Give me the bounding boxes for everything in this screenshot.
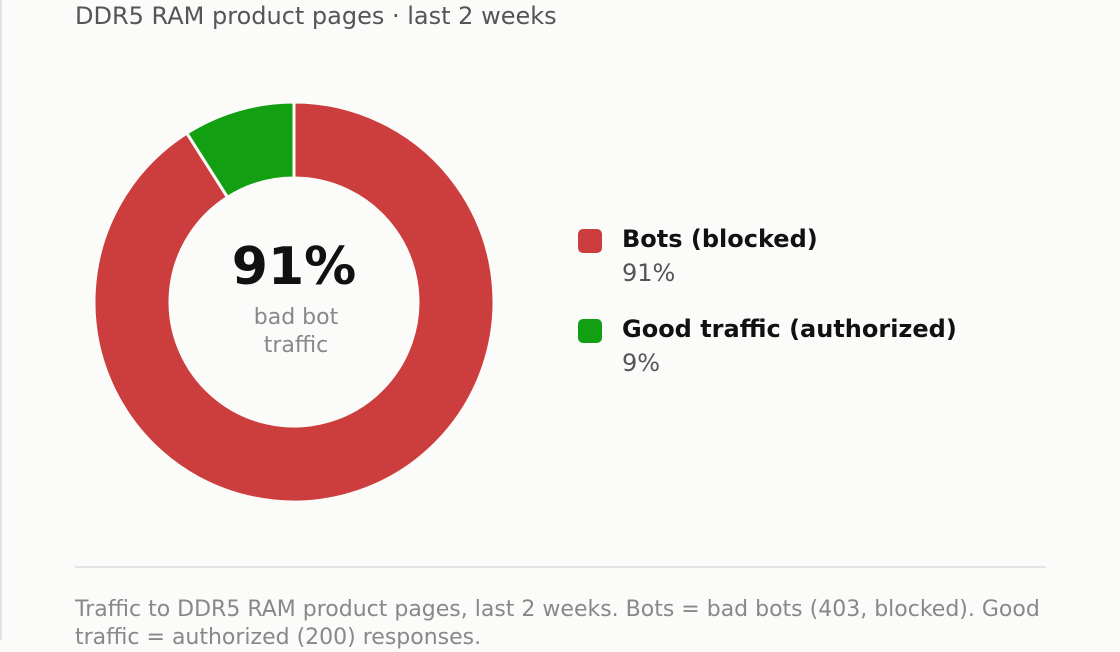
legend-swatch [578,319,602,343]
legend: Bots (blocked) 91% Good traffic (authorize… [578,225,957,377]
donut-slice [184,100,296,200]
donut [92,100,496,504]
legend-value: 9% [622,349,660,377]
chart-subtitle: DDR5 RAM product pages · last 2 weeks [75,2,557,30]
legend-label: Good traffic (authorized) [622,315,957,343]
legend-swatch [578,229,602,253]
chart: DDR5 RAM product pages · last 2 weeks 91… [75,2,1046,568]
legend-label: Bots (blocked) [622,225,818,253]
donut-slice [92,100,496,504]
footnote: Traffic to DDR5 RAM product pages, last … [75,597,1040,650]
center-caption: bad bot traffic [253,305,339,358]
center-value: 91% [232,237,356,297]
legend-value: 91% [622,259,675,287]
